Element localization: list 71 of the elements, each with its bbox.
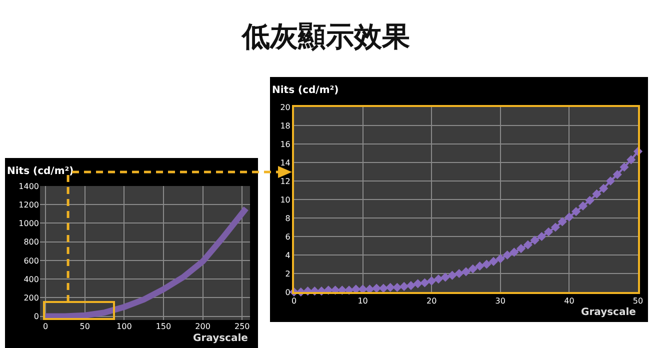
x-tick-label: 30 [495, 296, 506, 306]
point [468, 264, 478, 274]
point [550, 222, 560, 232]
point [572, 206, 581, 216]
y-tick-label: 18 [280, 121, 290, 130]
point [482, 260, 492, 269]
x-tick-label: 0 [291, 296, 297, 306]
point [537, 232, 546, 242]
point [413, 279, 422, 288]
y-tick-label: 1200 [18, 200, 39, 210]
y-tick-label: 1000 [18, 219, 39, 228]
x-tick-label: 10 [358, 296, 368, 306]
y-axis-title: Nits (cd/m²) [272, 85, 339, 96]
y-tick-label: 4 [285, 250, 290, 260]
x-tick-label: 150 [156, 322, 172, 331]
point [400, 282, 409, 291]
x-axis-title: Grayscale [581, 307, 636, 318]
x-tick-label: 50 [632, 296, 644, 306]
point [448, 270, 457, 280]
x-tick-label: 100 [116, 322, 132, 331]
y-tick-label: 12 [280, 176, 290, 186]
point [454, 268, 464, 278]
point [420, 278, 430, 288]
point [523, 240, 532, 250]
y-tick-label: 2 [285, 269, 290, 278]
point [564, 212, 574, 222]
point [502, 250, 512, 260]
y-tick-label: 800 [24, 238, 39, 247]
y-tick-label: 16 [280, 140, 290, 149]
y-tick-label: 10 [280, 195, 290, 204]
point [626, 155, 636, 164]
point [392, 282, 402, 292]
point [606, 176, 616, 186]
point [496, 254, 505, 264]
point [578, 201, 588, 211]
x-tick-label: 0 [42, 322, 48, 331]
chart-title: 低灰顯示效果 [240, 19, 411, 55]
point [475, 262, 484, 271]
point [434, 274, 444, 284]
y-axis-title: Nits (cd/m²) [7, 166, 74, 177]
x-axis-title: Grayscale [193, 333, 248, 344]
point [544, 227, 554, 236]
point [510, 248, 519, 257]
y-tick-label: 400 [24, 274, 39, 284]
point [427, 276, 436, 286]
y-tick-label: 8 [285, 214, 290, 223]
y-tick-label: 20 [280, 102, 290, 112]
point [599, 184, 608, 193]
point [516, 244, 526, 254]
point [612, 170, 622, 180]
point [461, 267, 471, 276]
y-tick-label: 600 [24, 256, 39, 266]
point [440, 272, 450, 282]
x-tick-label: 20 [426, 296, 437, 306]
point [592, 189, 602, 198]
point [488, 256, 498, 266]
point [406, 280, 416, 290]
x-tick-label: 250 [234, 322, 250, 331]
x-tick-label: 50 [80, 322, 90, 331]
y-tick-label: 1400 [18, 182, 39, 191]
y-tick-label: 0 [34, 312, 39, 322]
point [585, 196, 594, 205]
point [530, 236, 540, 245]
point [558, 217, 567, 226]
x-tick-label: 40 [564, 296, 574, 306]
y-tick-label: 0 [285, 288, 290, 297]
point [620, 162, 629, 172]
point [386, 282, 395, 292]
y-tick-label: 14 [280, 158, 290, 168]
x-tick-label: 200 [195, 322, 210, 331]
y-tick-label: 6 [285, 232, 290, 242]
